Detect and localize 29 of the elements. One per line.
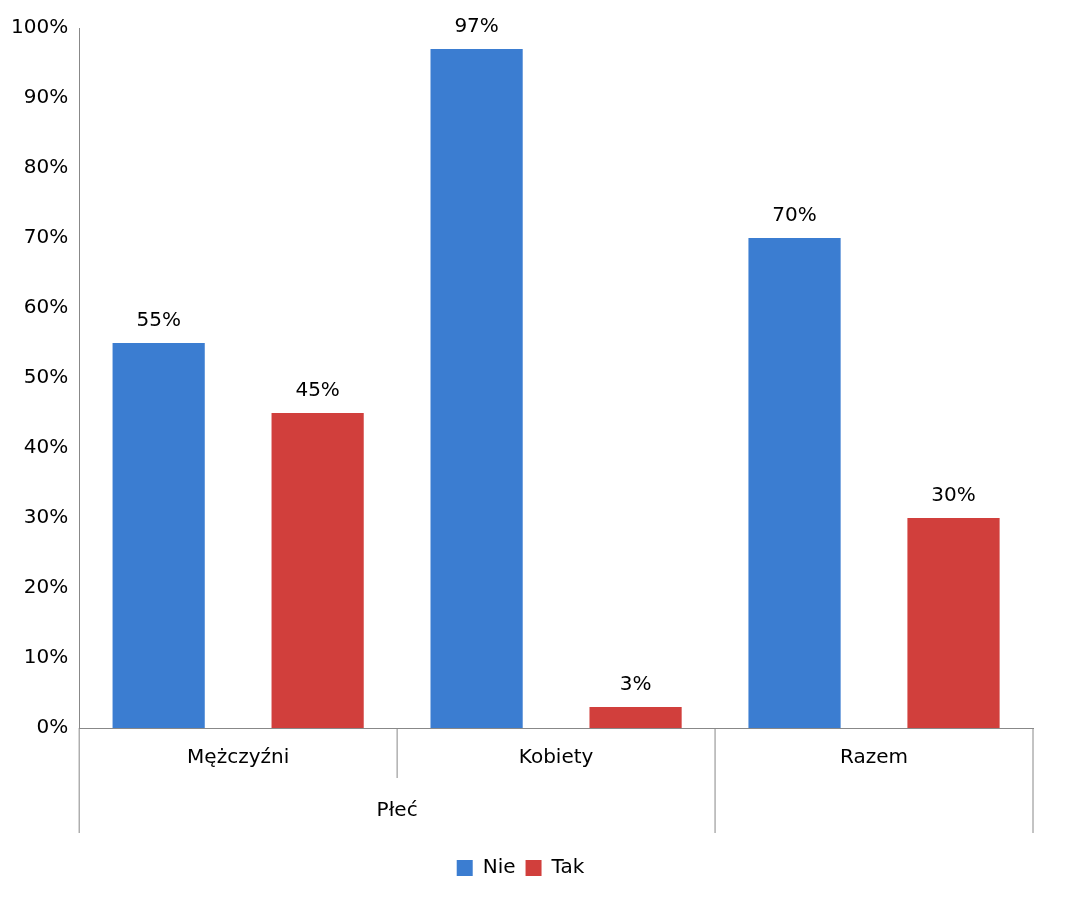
y-tick-label: 40% <box>23 434 69 459</box>
data-label: 3% <box>619 671 652 696</box>
y-tick-label: 50% <box>23 364 69 389</box>
y-tick-label: 20% <box>23 574 69 599</box>
bar <box>907 518 1000 728</box>
y-tick-label: 70% <box>23 224 69 249</box>
data-label: 30% <box>931 482 976 507</box>
bar <box>271 413 364 728</box>
data-label: 70% <box>772 202 817 227</box>
bar <box>748 238 841 728</box>
legend-label: Nie <box>482 854 516 879</box>
y-tick-label: 30% <box>23 504 69 529</box>
x-tick-label: Kobiety <box>518 744 594 769</box>
legend-label: Tak <box>550 854 585 879</box>
data-label: 55% <box>136 307 181 332</box>
y-tick-label: 100% <box>10 14 69 39</box>
bar <box>112 343 205 728</box>
y-tick-label: 0% <box>36 714 69 739</box>
bar <box>430 49 523 728</box>
y-tick-label: 90% <box>23 84 69 109</box>
x-tick-label: Razem <box>840 744 909 769</box>
data-label: 45% <box>295 377 340 402</box>
data-label: 97% <box>454 13 499 38</box>
bar <box>589 707 682 728</box>
text: Płeć <box>376 797 418 822</box>
y-tick-label: 10% <box>23 644 69 669</box>
y-tick-label: 60% <box>23 294 69 319</box>
x-tick-label: Mężczyźni <box>187 744 290 769</box>
y-tick-label: 80% <box>23 154 69 179</box>
